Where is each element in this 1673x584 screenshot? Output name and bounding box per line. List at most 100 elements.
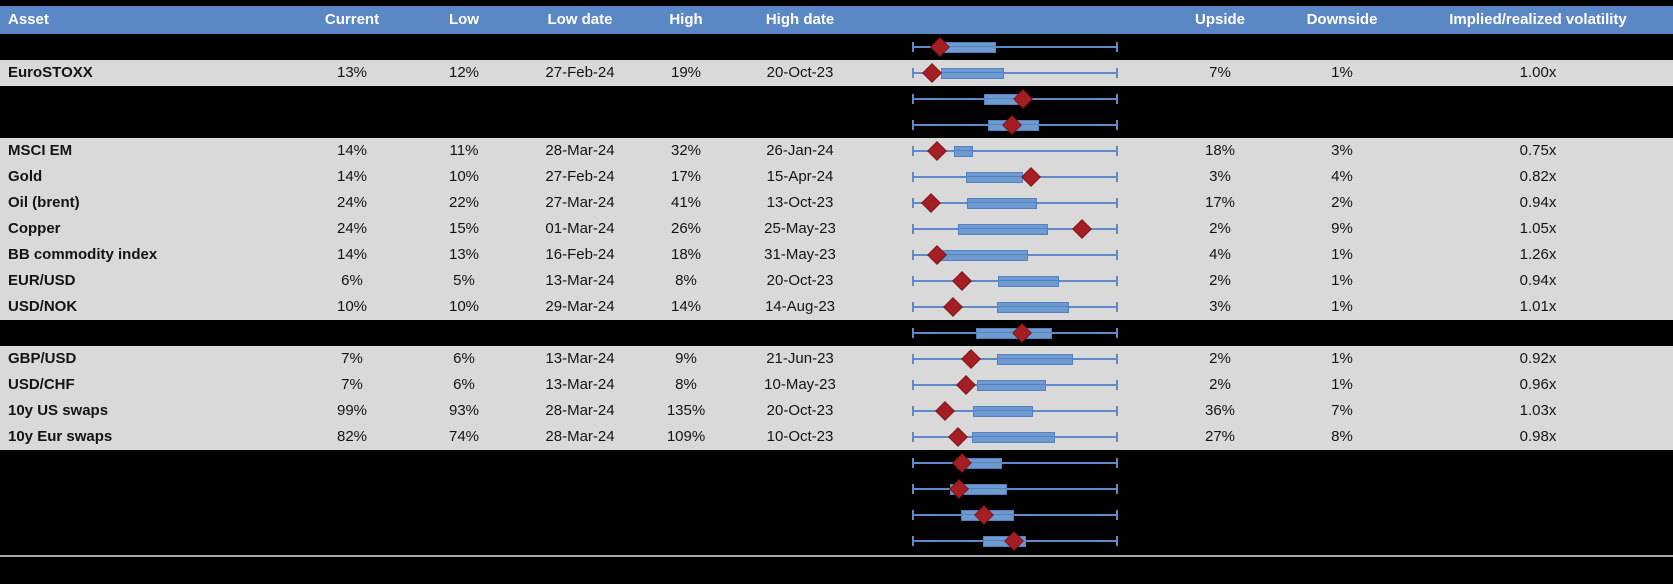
low-date-cell[interactable]: 28-Mar-24 xyxy=(545,428,615,445)
low-date-cell[interactable]: 16-Feb-24 xyxy=(545,246,615,263)
header-low[interactable]: Low xyxy=(449,11,479,28)
current-cell[interactable]: 14% xyxy=(336,142,368,159)
implied-realized-volatility-cell[interactable]: 0.94x xyxy=(1519,272,1557,289)
current-cell[interactable]: 24% xyxy=(336,194,368,211)
high-cell[interactable]: 18% xyxy=(670,246,702,263)
low-cell[interactable]: 11% xyxy=(449,142,479,159)
asset-cell[interactable]: 10y Eur swaps xyxy=(8,428,113,445)
header-high[interactable]: High xyxy=(669,11,703,28)
upside-cell[interactable]: 17% xyxy=(1204,194,1236,211)
asset-cell[interactable]: Oil (brent) xyxy=(8,194,80,211)
high-date-cell[interactable]: 10-Oct-23 xyxy=(766,428,834,445)
low-date-cell[interactable]: 28-Mar-24 xyxy=(545,142,615,159)
upside-cell[interactable]: 3% xyxy=(1209,298,1231,315)
high-cell[interactable]: 17% xyxy=(670,168,702,185)
asset-cell[interactable]: EUR/USD xyxy=(8,272,76,289)
header-upside[interactable]: Upside xyxy=(1194,11,1245,28)
low-cell[interactable]: 12% xyxy=(448,64,480,81)
implied-realized-volatility-cell[interactable]: 0.94x xyxy=(1519,194,1557,211)
current-cell[interactable]: 13% xyxy=(336,64,368,81)
low-cell[interactable]: 6% xyxy=(453,376,475,393)
header-implied-realized-volatility[interactable]: Implied/realized volatility xyxy=(1449,11,1627,28)
downside-cell[interactable]: 7% xyxy=(1331,402,1353,419)
asset-cell[interactable]: USD/CHF xyxy=(8,376,75,393)
downside-cell[interactable]: 3% xyxy=(1331,142,1353,159)
upside-cell[interactable]: 2% xyxy=(1209,350,1231,367)
low-cell[interactable]: 10% xyxy=(448,298,480,315)
high-cell[interactable]: 41% xyxy=(670,194,702,211)
upside-cell[interactable]: 27% xyxy=(1204,428,1236,445)
implied-realized-volatility-cell[interactable]: 0.96x xyxy=(1519,376,1557,393)
header-high-date[interactable]: High date xyxy=(765,11,835,28)
header-low-date[interactable]: Low date xyxy=(547,11,613,28)
asset-cell[interactable]: Copper xyxy=(8,220,61,237)
low-date-cell[interactable]: 27-Feb-24 xyxy=(545,64,615,81)
upside-cell[interactable]: 2% xyxy=(1209,220,1231,237)
high-date-cell[interactable]: 14-Aug-23 xyxy=(764,298,836,315)
implied-realized-volatility-cell[interactable]: 1.00x xyxy=(1519,64,1557,81)
high-date-cell[interactable]: 20-Oct-23 xyxy=(766,272,834,289)
high-cell[interactable]: 8% xyxy=(675,376,697,393)
header-downside[interactable]: Downside xyxy=(1306,11,1378,28)
low-cell[interactable]: 22% xyxy=(448,194,480,211)
downside-cell[interactable]: 1% xyxy=(1331,298,1353,315)
current-cell[interactable]: 7% xyxy=(341,376,363,393)
downside-cell[interactable]: 2% xyxy=(1331,194,1353,211)
current-cell[interactable]: 99% xyxy=(336,402,368,419)
downside-cell[interactable]: 9% xyxy=(1331,220,1353,237)
asset-cell[interactable]: GBP/USD xyxy=(8,350,77,367)
high-cell[interactable]: 14% xyxy=(670,298,702,315)
asset-cell[interactable]: MSCI EM xyxy=(8,142,73,159)
high-date-cell[interactable]: 25-May-23 xyxy=(764,220,836,237)
header-asset[interactable]: Asset xyxy=(8,11,49,28)
high-cell[interactable]: 19% xyxy=(670,64,702,81)
low-cell[interactable]: 74% xyxy=(448,428,480,445)
current-cell[interactable]: 10% xyxy=(336,298,368,315)
implied-realized-volatility-cell[interactable]: 0.75x xyxy=(1519,142,1557,159)
low-cell[interactable]: 93% xyxy=(448,402,480,419)
upside-cell[interactable]: 18% xyxy=(1204,142,1236,159)
low-date-cell[interactable]: 13-Mar-24 xyxy=(545,350,615,367)
low-date-cell[interactable]: 13-Mar-24 xyxy=(545,272,615,289)
upside-cell[interactable]: 7% xyxy=(1209,64,1231,81)
asset-cell[interactable]: BB commodity index xyxy=(8,246,158,263)
implied-realized-volatility-cell[interactable]: 0.92x xyxy=(1519,350,1557,367)
low-date-cell[interactable]: 29-Mar-24 xyxy=(545,298,615,315)
high-date-cell[interactable]: 20-Oct-23 xyxy=(766,64,834,81)
current-cell[interactable]: 82% xyxy=(336,428,368,445)
low-date-cell[interactable]: 13-Mar-24 xyxy=(545,376,615,393)
high-date-cell[interactable]: 15-Apr-24 xyxy=(766,168,834,185)
upside-cell[interactable]: 2% xyxy=(1209,376,1231,393)
downside-cell[interactable]: 4% xyxy=(1331,168,1353,185)
upside-cell[interactable]: 2% xyxy=(1209,272,1231,289)
high-cell[interactable]: 26% xyxy=(670,220,702,237)
downside-cell[interactable]: 1% xyxy=(1331,350,1353,367)
implied-realized-volatility-cell[interactable]: 1.26x xyxy=(1519,246,1557,263)
downside-cell[interactable]: 1% xyxy=(1331,64,1353,81)
asset-cell[interactable]: EuroSTOXX xyxy=(8,64,93,81)
high-date-cell[interactable]: 26-Jan-24 xyxy=(766,142,834,159)
current-cell[interactable]: 14% xyxy=(336,246,368,263)
implied-realized-volatility-cell[interactable]: 1.01x xyxy=(1519,298,1557,315)
asset-cell[interactable]: USD/NOK xyxy=(8,298,78,315)
low-date-cell[interactable]: 28-Mar-24 xyxy=(545,402,615,419)
asset-cell[interactable]: Gold xyxy=(8,168,43,185)
downside-cell[interactable]: 1% xyxy=(1331,246,1353,263)
implied-realized-volatility-cell[interactable]: 1.03x xyxy=(1519,402,1557,419)
low-date-cell[interactable]: 01-Mar-24 xyxy=(545,220,615,237)
high-date-cell[interactable]: 31-May-23 xyxy=(764,246,836,263)
upside-cell[interactable]: 4% xyxy=(1209,246,1231,263)
upside-cell[interactable]: 36% xyxy=(1204,402,1236,419)
low-cell[interactable]: 15% xyxy=(448,220,480,237)
low-cell[interactable]: 5% xyxy=(453,272,475,289)
high-cell[interactable]: 8% xyxy=(675,272,697,289)
low-date-cell[interactable]: 27-Feb-24 xyxy=(545,168,615,185)
high-cell[interactable]: 9% xyxy=(675,350,697,367)
high-date-cell[interactable]: 20-Oct-23 xyxy=(766,402,834,419)
asset-cell[interactable]: 10y US swaps xyxy=(8,402,109,419)
current-cell[interactable]: 24% xyxy=(336,220,368,237)
downside-cell[interactable]: 8% xyxy=(1331,428,1353,445)
downside-cell[interactable]: 1% xyxy=(1331,376,1353,393)
upside-cell[interactable]: 3% xyxy=(1209,168,1231,185)
current-cell[interactable]: 7% xyxy=(341,350,363,367)
